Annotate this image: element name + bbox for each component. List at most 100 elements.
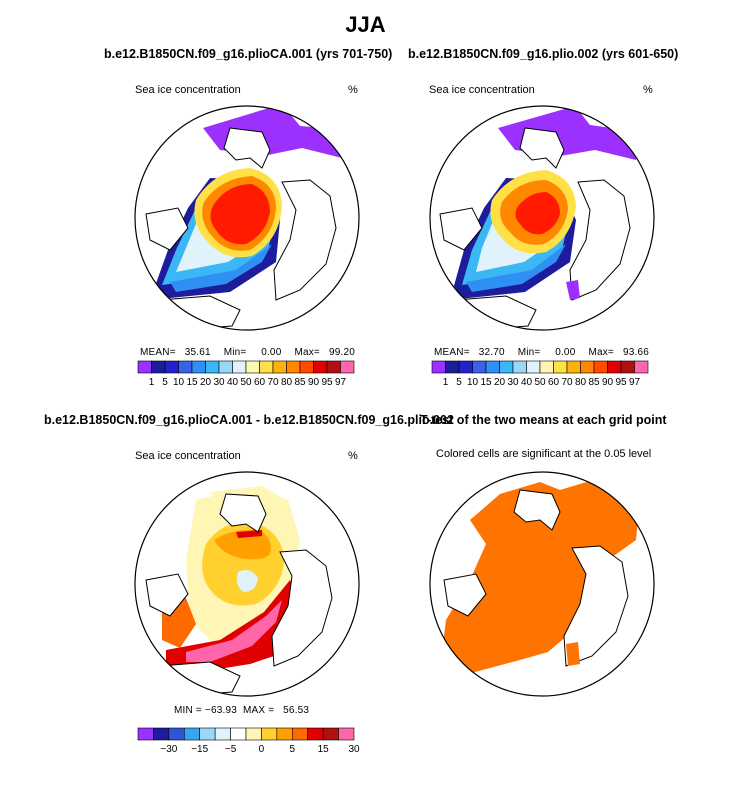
diff-pale (236, 570, 258, 592)
colorbar-cell (291, 727, 309, 741)
min-value: 0.00 (555, 347, 576, 358)
max-value: 93.66 (622, 347, 649, 358)
colorbar-tick-label: 0 (259, 744, 265, 755)
colorbar-cell (137, 727, 154, 741)
panel3-stats: MIN = −63.93 MAX = 56.53 (174, 705, 310, 716)
panel1-map-border (134, 105, 360, 331)
panel1-title: b.e12.B1850CN.f09_g16.plioCA.001 (yrs 70… (104, 47, 393, 61)
colorbar-tick-label: 60 (548, 377, 560, 388)
panel3-units-label: % (348, 450, 358, 462)
colorbar-cell (313, 360, 328, 374)
colorbar-cell (307, 727, 324, 741)
colorbar-cell (512, 360, 527, 374)
land (443, 489, 629, 667)
colorbar-tick-label: 90 (602, 377, 614, 388)
min-label: Min= (223, 347, 247, 358)
colorbar-cell (261, 727, 278, 741)
colorbar-cell (526, 360, 541, 374)
colorbar-cell (214, 727, 231, 741)
min-label: Min= (517, 347, 541, 358)
colorbar-cell (322, 727, 339, 741)
land (145, 493, 333, 696)
colorbar-tick-label: 30 (507, 377, 519, 388)
colorbar-cell (199, 727, 216, 741)
colorbar-tick-label: 50 (240, 377, 252, 388)
ice-patch-purple (566, 280, 580, 300)
sig-patch (566, 642, 580, 666)
colorbar-tick-label: 85 (294, 377, 306, 388)
panel2-variable-label: Sea ice concentration (429, 84, 535, 96)
significant-region (440, 478, 640, 676)
colorbar-cell (137, 360, 152, 374)
mean-value: 35.61 (184, 347, 211, 358)
colorbar-cell (338, 727, 355, 741)
colorbar-cell (232, 360, 247, 374)
mean-value: 32.70 (478, 347, 505, 358)
colorbar-cell (286, 360, 301, 374)
colorbar-cell (151, 360, 166, 374)
colorbar-cell (553, 360, 568, 374)
colorbar-tick-label: 1 (443, 377, 449, 388)
panel4-map (429, 471, 655, 697)
ice-red (515, 192, 560, 235)
colorbar-cell (153, 727, 170, 741)
colorbar-tick-label: 5 (162, 377, 168, 388)
colorbar-cell (245, 360, 260, 374)
colorbar-tick-label: 30 (213, 377, 225, 388)
colorbar-cell (539, 360, 554, 374)
colorbar-tick-label: 97 (629, 377, 641, 388)
colorbar-tick-label: 10 (467, 377, 479, 388)
mean-label: MEAN= (434, 347, 470, 358)
colorbar-cell (276, 727, 293, 741)
ice-shelf-purple (203, 106, 352, 160)
colorbar-cell (164, 360, 179, 374)
colorbar-tick-label: 95 (615, 377, 627, 388)
colorbar-cell (326, 360, 341, 374)
colorbar-tick-label: −5 (225, 744, 237, 755)
colorbar-cell (499, 360, 514, 374)
colorbar-tick-label: 10 (173, 377, 185, 388)
colorbar-cell (580, 360, 595, 374)
colorbar-tick-label: 70 (267, 377, 279, 388)
diff-pink (186, 600, 282, 662)
panel1-units-label: % (348, 84, 358, 96)
panel3-map-border (134, 471, 360, 697)
max-label: Max= (588, 347, 614, 358)
panel3-variable-label: Sea ice concentration (135, 450, 241, 462)
colorbar-cell (183, 727, 201, 741)
colorbar-cell (445, 360, 460, 374)
colorbar-cell (620, 360, 635, 374)
panel2-title: b.e12.B1850CN.f09_g16.plio.002 (yrs 601-… (408, 47, 679, 61)
low-ice (170, 244, 272, 292)
colorbar-cell (458, 360, 473, 374)
max-value: 99.20 (328, 347, 355, 358)
low-ice (466, 244, 566, 292)
colorbar-tick-label: 15 (186, 377, 198, 388)
colorbar-tick-label: 70 (561, 377, 573, 388)
panel3-colorbar: −30 −15 −5 0 5 15 30 (137, 727, 360, 755)
ice-red (210, 184, 270, 245)
colorbar-tick-label: 20 (494, 377, 506, 388)
colorbar-tick-label: 30 (348, 744, 360, 755)
land (145, 127, 337, 330)
panel2-map (429, 105, 655, 331)
panel1-stats: MEAN= 35.61 Min= 0.00 Max= 99.20 (140, 347, 355, 358)
mean-label: MEAN= (140, 347, 176, 358)
colorbar-cell (566, 360, 581, 374)
panel2-colorbar: 1 5 10 15 20 30 40 50 60 70 80 85 90 95 97 (431, 360, 649, 388)
panel1-map (134, 105, 360, 331)
colorbar-tick-label: 90 (308, 377, 320, 388)
panel3-title: b.e12.B1850CN.f09_g16.plioCA.001 - b.e12… (44, 413, 454, 427)
colorbar-cell (299, 360, 314, 374)
colorbar-tick-label: −30 (160, 744, 177, 755)
panel4-title: T-test of the two means at each grid poi… (420, 413, 667, 427)
colorbar-tick-label: 20 (200, 377, 212, 388)
colorbar-cell (191, 360, 206, 374)
colorbar-cell (340, 360, 355, 374)
colorbar-tick-label: 1 (149, 377, 155, 388)
colorbar-tick-label: 40 (227, 377, 239, 388)
panel2-map-border (429, 105, 655, 331)
colorbar-tick-label: 5 (456, 377, 462, 388)
panel1-variable-label: Sea ice concentration (135, 84, 241, 96)
